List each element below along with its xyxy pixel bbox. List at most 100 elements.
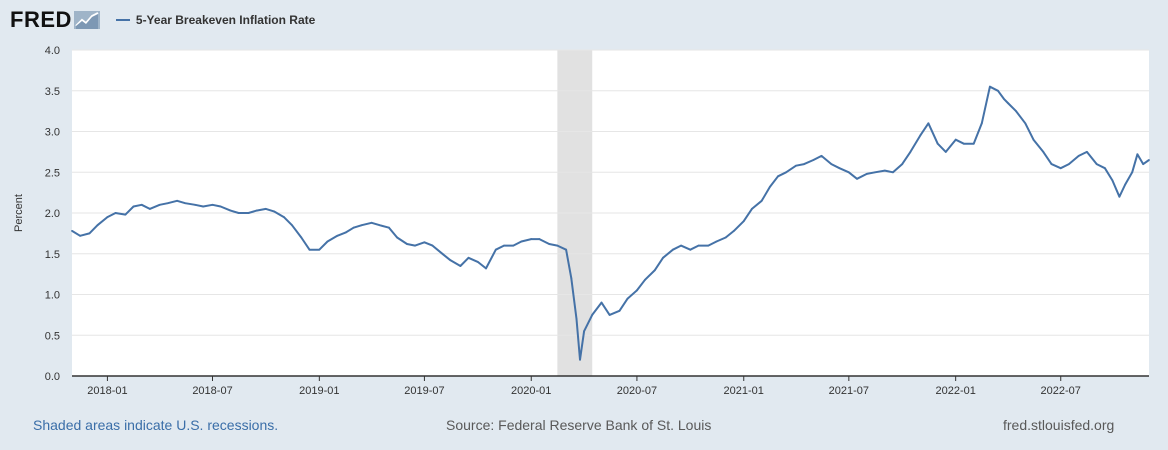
y-tick-label: 3.5 [45, 86, 60, 98]
data-point [132, 205, 135, 208]
data-point [326, 240, 329, 243]
data-point [600, 301, 603, 304]
data-point [715, 240, 718, 243]
x-tick-label: 2020-07 [617, 385, 657, 397]
data-point [467, 256, 470, 259]
data-point [530, 238, 533, 240]
data-point [1042, 150, 1045, 153]
data-point [538, 238, 541, 240]
data-point [237, 212, 240, 214]
data-point [1118, 195, 1121, 198]
data-point [388, 226, 390, 229]
site-link[interactable]: fred.stlouisfed.org [1003, 417, 1115, 433]
data-point [344, 231, 347, 234]
data-point [548, 243, 551, 245]
data-point [1002, 98, 1005, 100]
data-point [441, 252, 444, 255]
data-point [1111, 179, 1114, 182]
data-point [980, 122, 983, 125]
data-point [697, 244, 700, 247]
data-point [618, 309, 621, 312]
data-point [449, 259, 452, 262]
data-point [672, 248, 674, 251]
data-point [750, 208, 753, 210]
data-point [396, 236, 399, 239]
recession-note[interactable]: Shaded areas indicate U.S. recessions. [33, 417, 279, 433]
legend-swatch [115, 19, 130, 21]
y-tick-label: 1.0 [45, 290, 60, 302]
data-point [662, 256, 664, 259]
data-point [423, 241, 426, 244]
data-point [874, 171, 876, 174]
data-point [636, 289, 638, 292]
data-point [1085, 150, 1088, 153]
y-axis-label: Percent [13, 194, 25, 232]
data-point [997, 89, 999, 92]
data-point [229, 209, 232, 212]
y-tick-label: 0.0 [45, 371, 60, 383]
data-point [503, 244, 505, 247]
data-point [211, 203, 214, 206]
y-tick-label: 3.0 [45, 127, 60, 139]
data-point [707, 244, 710, 247]
data-point [336, 234, 339, 237]
data-point [760, 199, 763, 202]
data-point [608, 313, 611, 316]
x-tick-label: 2021-01 [724, 385, 764, 397]
data-point [575, 318, 578, 320]
data-point [847, 171, 850, 174]
data-point [255, 209, 258, 212]
data-point [520, 240, 523, 243]
data-point [431, 244, 434, 247]
data-point [830, 163, 833, 166]
data-point [927, 122, 930, 125]
data-point [644, 278, 646, 281]
x-tick-label: 2022-07 [1041, 385, 1081, 397]
data-point [148, 208, 151, 210]
data-point [265, 208, 267, 210]
data-point [88, 232, 91, 235]
data-point [579, 358, 581, 361]
series-line [71, 85, 1150, 361]
y-tick-label: 4.0 [45, 45, 60, 57]
chart-legend: 5-Year Breakeven Inflation Rate [115, 13, 315, 27]
data-point [1024, 122, 1027, 125]
data-point [892, 171, 894, 174]
data-point [856, 177, 858, 180]
data-point [352, 226, 355, 229]
data-point [318, 248, 321, 251]
data-point [124, 213, 127, 216]
data-point [184, 202, 187, 205]
chart-header: FRED 5-Year Breakeven Inflation Rate [10, 6, 315, 34]
data-point [901, 163, 904, 166]
data-point [360, 224, 363, 227]
data-point [626, 297, 629, 300]
data-point [140, 203, 143, 206]
data-point [176, 199, 178, 202]
data-point [654, 269, 656, 271]
y-tick-label: 0.5 [45, 330, 60, 342]
fred-logo[interactable]: FRED [10, 7, 72, 32]
data-point [1142, 163, 1145, 166]
y-tick-label: 2.0 [45, 208, 60, 220]
data-point [1077, 155, 1080, 157]
data-point [476, 261, 479, 263]
data-point [485, 267, 487, 270]
data-point [785, 171, 788, 174]
data-point [1032, 138, 1035, 141]
data-point [803, 163, 806, 166]
data-point [1124, 183, 1127, 186]
data-point [96, 224, 99, 227]
data-point [370, 221, 373, 224]
data-point [283, 216, 285, 218]
data-point [591, 313, 594, 316]
x-tick-label: 2020-01 [511, 385, 551, 397]
data-point [1148, 159, 1150, 161]
data-point [194, 203, 196, 206]
data-point [247, 212, 250, 214]
data-point [1007, 102, 1009, 104]
x-tick-label: 2019-07 [404, 385, 444, 397]
data-point [1136, 153, 1139, 156]
data-point [972, 142, 975, 145]
data-point [158, 203, 161, 206]
